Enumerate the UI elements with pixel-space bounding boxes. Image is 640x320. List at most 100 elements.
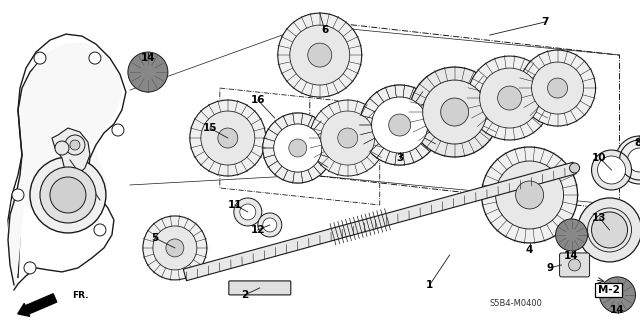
Circle shape	[234, 198, 262, 226]
Circle shape	[190, 100, 266, 176]
Circle shape	[577, 198, 640, 262]
Circle shape	[55, 141, 69, 155]
Circle shape	[240, 204, 256, 220]
Text: S5B4-M0400: S5B4-M0400	[490, 299, 543, 308]
Text: 14: 14	[610, 305, 625, 315]
Circle shape	[410, 67, 500, 157]
Text: 4: 4	[526, 245, 533, 255]
Circle shape	[588, 208, 632, 252]
Circle shape	[166, 239, 184, 257]
Circle shape	[112, 124, 124, 136]
Circle shape	[289, 139, 307, 157]
Circle shape	[577, 197, 640, 263]
Text: 14: 14	[564, 251, 579, 261]
Circle shape	[372, 97, 428, 153]
Polygon shape	[183, 162, 576, 281]
Circle shape	[218, 128, 238, 148]
Circle shape	[65, 135, 85, 155]
Circle shape	[556, 219, 588, 251]
Circle shape	[310, 100, 386, 176]
Circle shape	[372, 97, 428, 153]
Text: 11: 11	[228, 200, 242, 210]
Circle shape	[308, 99, 387, 177]
Circle shape	[360, 85, 440, 165]
Circle shape	[479, 68, 540, 128]
Circle shape	[600, 277, 636, 313]
Polygon shape	[52, 128, 90, 218]
Text: 1: 1	[426, 280, 433, 290]
Circle shape	[143, 216, 207, 280]
Text: M-2: M-2	[598, 285, 620, 295]
Text: 12: 12	[250, 225, 265, 235]
Text: FR.: FR.	[72, 292, 88, 300]
Circle shape	[591, 212, 628, 248]
Circle shape	[263, 218, 276, 232]
Circle shape	[24, 262, 36, 274]
Text: 2: 2	[241, 290, 248, 300]
Text: 10: 10	[592, 153, 607, 163]
Circle shape	[481, 146, 579, 244]
Circle shape	[598, 156, 625, 184]
Circle shape	[30, 157, 106, 233]
Circle shape	[518, 49, 596, 127]
Circle shape	[94, 224, 106, 236]
Circle shape	[441, 98, 468, 126]
Circle shape	[128, 52, 168, 92]
Polygon shape	[8, 42, 122, 290]
Text: 14: 14	[141, 53, 156, 63]
Circle shape	[467, 55, 552, 141]
Circle shape	[142, 215, 208, 281]
Circle shape	[516, 181, 543, 209]
Circle shape	[600, 220, 620, 240]
Circle shape	[422, 80, 486, 144]
Circle shape	[201, 111, 255, 165]
Circle shape	[263, 113, 333, 183]
Text: 6: 6	[321, 25, 328, 35]
Text: 8: 8	[634, 138, 640, 148]
Circle shape	[360, 85, 440, 165]
Circle shape	[89, 52, 101, 64]
Circle shape	[321, 111, 374, 165]
Circle shape	[278, 13, 362, 97]
Circle shape	[468, 56, 552, 140]
Circle shape	[40, 167, 96, 223]
Circle shape	[568, 259, 580, 271]
Text: 9: 9	[546, 263, 553, 273]
Text: 3: 3	[396, 153, 403, 163]
Circle shape	[12, 189, 24, 201]
Text: 13: 13	[592, 213, 607, 223]
Circle shape	[34, 52, 46, 64]
Circle shape	[532, 62, 584, 114]
Circle shape	[359, 84, 441, 166]
Circle shape	[616, 136, 640, 184]
Circle shape	[338, 128, 358, 148]
Text: 15: 15	[203, 123, 217, 133]
Circle shape	[153, 226, 197, 270]
Circle shape	[258, 213, 282, 237]
Circle shape	[189, 99, 267, 177]
Circle shape	[262, 112, 333, 184]
Circle shape	[495, 161, 564, 229]
Circle shape	[274, 124, 322, 172]
FancyBboxPatch shape	[229, 281, 291, 295]
Circle shape	[50, 177, 86, 213]
Circle shape	[409, 66, 500, 158]
Circle shape	[628, 148, 640, 172]
Circle shape	[290, 25, 349, 85]
Text: 16: 16	[250, 95, 265, 105]
Text: 7: 7	[541, 17, 548, 27]
Text: 5: 5	[151, 233, 159, 243]
Circle shape	[263, 113, 333, 183]
FancyArrow shape	[18, 294, 57, 316]
Circle shape	[498, 86, 522, 110]
Circle shape	[548, 78, 568, 98]
Circle shape	[308, 43, 332, 67]
Circle shape	[570, 163, 580, 173]
FancyBboxPatch shape	[559, 253, 589, 277]
Circle shape	[276, 12, 363, 98]
Circle shape	[482, 147, 577, 243]
Polygon shape	[8, 48, 112, 278]
Circle shape	[591, 150, 632, 190]
Circle shape	[274, 124, 322, 172]
Circle shape	[70, 140, 80, 150]
